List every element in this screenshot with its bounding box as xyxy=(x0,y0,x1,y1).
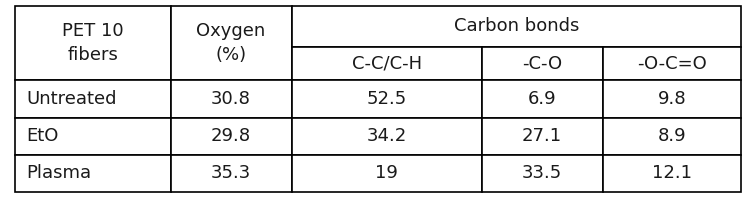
Bar xyxy=(603,118,741,155)
Bar xyxy=(171,118,292,155)
Text: PET 10
fibers: PET 10 fibers xyxy=(62,22,124,64)
Text: 27.1: 27.1 xyxy=(522,127,562,145)
Text: EtO: EtO xyxy=(26,127,59,145)
Bar xyxy=(171,6,292,80)
Bar xyxy=(603,155,741,192)
Bar xyxy=(15,80,171,118)
Bar xyxy=(171,155,292,192)
Text: 12.1: 12.1 xyxy=(652,165,692,182)
Bar xyxy=(603,47,741,80)
Bar xyxy=(292,118,482,155)
Bar xyxy=(482,47,603,80)
Bar xyxy=(482,118,603,155)
Bar xyxy=(292,80,482,118)
Bar xyxy=(292,155,482,192)
Text: 35.3: 35.3 xyxy=(211,165,251,182)
Bar xyxy=(482,80,603,118)
Text: 34.2: 34.2 xyxy=(367,127,407,145)
Text: 8.9: 8.9 xyxy=(658,127,686,145)
Bar xyxy=(292,47,482,80)
Text: Plasma: Plasma xyxy=(26,165,91,182)
Text: 33.5: 33.5 xyxy=(522,165,562,182)
Text: -C-O: -C-O xyxy=(522,55,562,73)
Text: 19: 19 xyxy=(375,165,398,182)
Text: Oxygen
(%): Oxygen (%) xyxy=(197,22,266,64)
Text: 29.8: 29.8 xyxy=(211,127,251,145)
Text: -O-C=O: -O-C=O xyxy=(637,55,707,73)
Bar xyxy=(171,80,292,118)
Text: 9.8: 9.8 xyxy=(658,90,686,108)
Bar xyxy=(15,6,171,80)
Bar xyxy=(603,80,741,118)
Text: C-C/C-H: C-C/C-H xyxy=(352,55,422,73)
Text: 6.9: 6.9 xyxy=(528,90,556,108)
Text: 52.5: 52.5 xyxy=(367,90,407,108)
Bar xyxy=(15,155,171,192)
Bar xyxy=(292,6,741,47)
Text: 30.8: 30.8 xyxy=(211,90,251,108)
Text: Untreated: Untreated xyxy=(26,90,117,108)
Bar xyxy=(15,118,171,155)
Bar xyxy=(482,155,603,192)
Text: Carbon bonds: Carbon bonds xyxy=(454,17,579,35)
